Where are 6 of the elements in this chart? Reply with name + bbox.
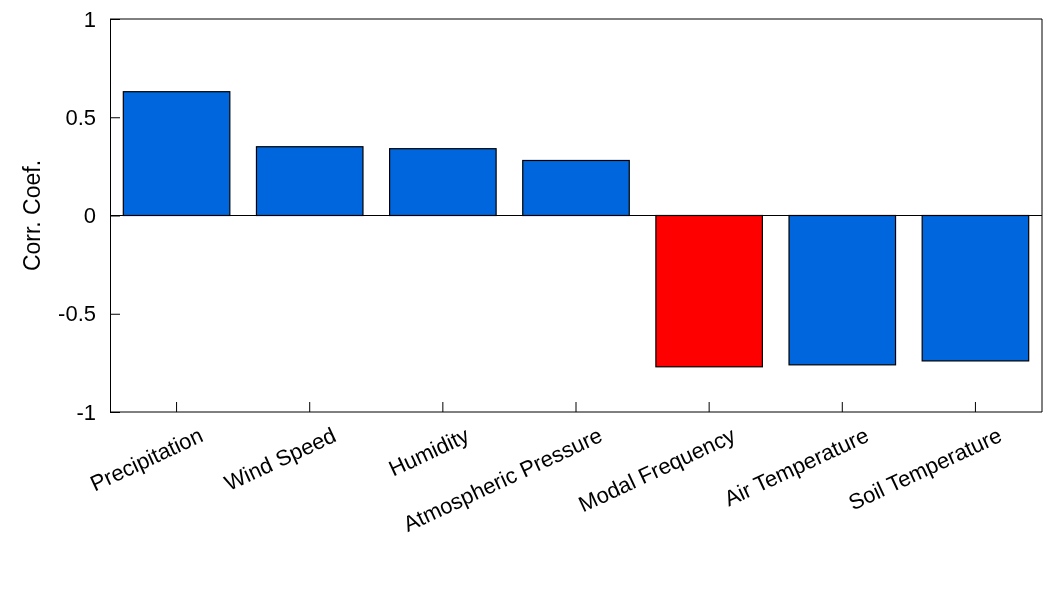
y-tick-label: 0 bbox=[83, 203, 96, 229]
y-tick-label: 1 bbox=[83, 6, 96, 32]
y-axis-title: Corr. Coef. bbox=[19, 159, 45, 272]
y-tick-label: 0.5 bbox=[65, 104, 96, 130]
y-tick-label: -0.5 bbox=[58, 301, 96, 327]
y-tick-label: -1 bbox=[76, 399, 96, 425]
